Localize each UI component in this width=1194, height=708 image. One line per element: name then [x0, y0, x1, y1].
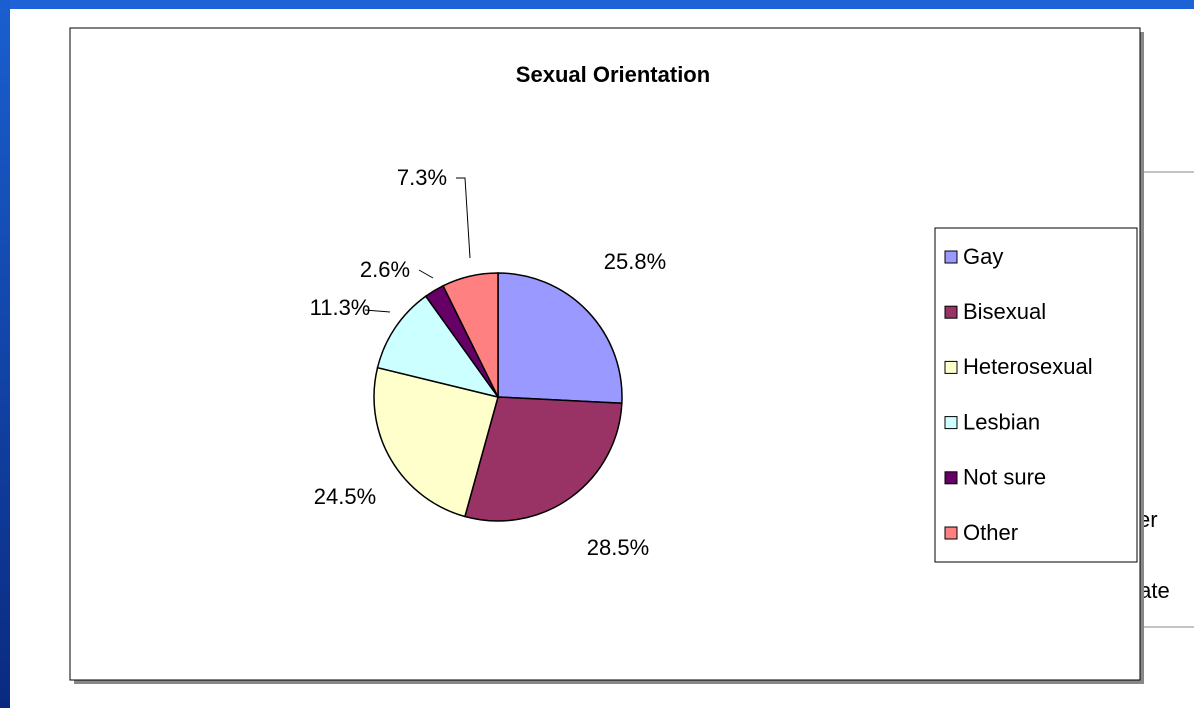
data-label: 25.8% — [604, 249, 666, 274]
leader-line — [418, 269, 434, 279]
legend-label: Bisexual — [963, 299, 1046, 324]
legend-swatch — [944, 416, 958, 430]
data-label: 24.5% — [314, 484, 376, 509]
legend-label: Heterosexual — [963, 354, 1093, 379]
pie-slice — [463, 396, 623, 522]
chart-title: Sexual Orientation — [516, 62, 710, 87]
data-label: 7.3% — [397, 165, 447, 190]
leader-line — [456, 177, 471, 259]
pie-slice — [497, 272, 623, 405]
legend-label: Other — [963, 520, 1018, 545]
leader-line — [364, 309, 391, 313]
pie-slice — [376, 295, 500, 399]
legend-swatch — [944, 471, 958, 485]
data-label: 11.3% — [310, 295, 371, 320]
left-band — [0, 0, 10, 708]
legend-swatch — [944, 526, 958, 540]
data-label: 2.6% — [360, 257, 410, 282]
data-label: 28.5% — [587, 535, 649, 560]
pie-slice — [373, 366, 499, 518]
legend-label: Not sure — [963, 465, 1046, 490]
legend — [934, 227, 1138, 563]
legend-label: Lesbian — [963, 409, 1040, 434]
legend-swatch — [944, 360, 958, 374]
legend-label: Gay — [963, 244, 1003, 269]
legend-swatch — [944, 305, 958, 319]
pie-slice — [442, 272, 499, 398]
top-band — [0, 0, 1194, 9]
legend-swatch — [944, 250, 958, 264]
